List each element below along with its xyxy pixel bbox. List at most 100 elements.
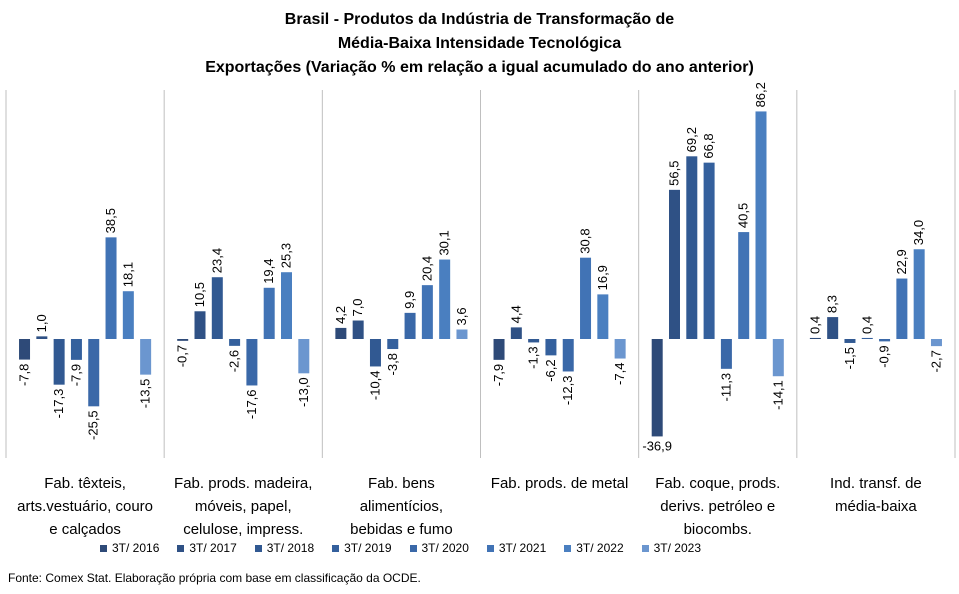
bar [19,339,31,360]
category-label: Fab. prods. madeira, [174,475,312,492]
data-label: 9,9 [402,291,417,309]
legend-item: 3T/ 2018 [254,541,315,555]
data-label: -0,9 [877,345,892,367]
bar [772,339,784,377]
data-label: 7,0 [350,298,365,316]
category-label: Ind. transf. de [830,475,922,492]
title-line-3: Exportações (Variação % em relação a igu… [205,59,754,76]
bar [597,294,609,339]
bar [53,339,65,385]
data-label: -1,3 [526,346,541,368]
data-label: -12,3 [560,375,575,405]
data-label: -7,9 [68,364,83,386]
title-line-1: Brasil - Produtos da Indústria de Transf… [284,11,675,28]
data-label: 19,4 [261,258,276,283]
bar [809,337,821,339]
legend-label: 3T/ 2019 [344,541,392,555]
bar [194,311,206,339]
bar [421,285,433,339]
legend-label: 3T/ 2018 [266,541,315,555]
data-label: 4,2 [333,306,348,324]
bar [105,237,117,339]
source-note: Fonte: Comex Stat. Elaboração própria co… [8,571,421,585]
data-label: 56,5 [667,161,682,186]
legend-label: 3T/ 2016 [112,541,160,555]
bar [36,336,48,339]
bar [896,278,908,339]
bar [177,339,189,341]
data-label: 8,3 [825,295,840,313]
bar [861,337,873,339]
data-label: -7,8 [17,364,32,386]
bar [352,320,364,339]
bar [930,339,942,347]
legend-item: 3T/ 2023 [641,541,701,555]
bar [580,257,592,339]
data-label: 66,8 [701,133,716,158]
legend-swatch [564,544,572,552]
data-label: -10,4 [367,370,382,400]
bar [456,329,468,339]
bar [614,339,626,359]
legend-item: 3T/ 2019 [332,541,392,555]
category-label: Fab. bens [368,475,435,492]
bar [387,339,399,350]
legend: 3T/ 2016 3T/ 2017 3T/ 2018 3T/ 2019 3T/ 2020… [100,541,719,555]
bar [844,339,856,343]
category-label: Fab. coque, prods. [655,475,780,492]
legend-label: 3T/ 2022 [576,541,624,555]
bar [913,249,925,339]
bar [88,339,100,407]
bar [755,111,767,339]
legend-item: 3T/ 2022 [564,541,624,555]
category-label: celulose, impress. [183,521,303,538]
bar [651,339,663,437]
category-label: derivs. petróleo e [660,498,775,515]
data-label: 34,0 [911,220,926,245]
category-label: Fab. têxteis, [44,475,126,492]
data-label: -7,9 [491,364,506,386]
bar [528,339,540,343]
legend-label: 3T/ 2021 [498,541,547,555]
data-label: 22,9 [894,249,909,274]
data-label: -7,4 [612,363,627,385]
data-label: 30,1 [437,230,452,255]
chart-title: Brasil - Produtos da Indústria de Transf… [0,8,959,80]
bar [545,339,557,356]
bar [562,339,574,372]
data-label: 0,4 [807,316,822,334]
bar [879,339,891,342]
category-label: bebidas e fumo [350,521,453,538]
legend-item: 3T/ 2021 [486,541,547,555]
legend-item: 3T/ 2016 [100,541,159,555]
data-label: -17,6 [244,389,259,419]
data-label: 1,0 [34,314,49,332]
bar [211,277,223,339]
data-label: 4,4 [508,305,523,323]
legend-swatch [409,544,417,552]
legend-label: 3T/ 2020 [421,541,469,555]
data-label: 38,5 [103,208,118,233]
legend-swatch [254,544,262,552]
legend-swatch [100,544,107,552]
category-label: móveis, papel, [195,498,292,515]
bar [298,339,310,374]
bar [686,156,698,339]
legend-label: 3T/ 2017 [189,541,237,555]
data-label: -1,5 [842,347,857,369]
data-label: -11,3 [718,373,733,402]
bar [404,312,416,339]
data-label: -2,7 [928,350,943,372]
data-label: -0,7 [175,345,190,367]
data-label: -3,8 [385,353,400,375]
data-label: 86,2 [753,82,768,107]
bar [720,339,732,369]
data-label: 30,8 [578,228,593,253]
data-label: 16,9 [595,265,610,290]
legend-swatch [177,544,185,552]
data-label: -25,5 [86,410,101,440]
data-label: 10,5 [192,282,207,307]
data-label: 3,6 [454,307,469,325]
bar [703,162,715,339]
